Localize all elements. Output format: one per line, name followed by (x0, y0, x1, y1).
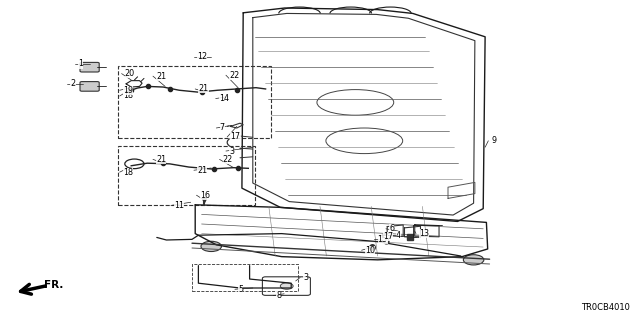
Text: 10: 10 (365, 246, 375, 255)
Bar (192, 264, 298, 291)
Text: 7: 7 (220, 124, 225, 132)
Circle shape (280, 283, 293, 289)
Text: 15: 15 (378, 235, 388, 244)
Text: 9: 9 (492, 136, 497, 145)
Circle shape (201, 241, 221, 252)
Bar (118, 66, 271, 138)
Text: 18: 18 (123, 92, 133, 100)
Text: 21: 21 (198, 84, 209, 93)
Text: 18: 18 (123, 168, 133, 177)
Text: 21: 21 (156, 72, 166, 81)
Text: 17: 17 (383, 232, 393, 241)
Text: 16: 16 (200, 191, 210, 200)
FancyBboxPatch shape (80, 82, 99, 91)
Text: 3: 3 (303, 273, 308, 282)
Text: 5: 5 (238, 285, 243, 294)
Text: 1: 1 (78, 60, 83, 68)
FancyBboxPatch shape (80, 62, 99, 72)
Text: 4: 4 (396, 231, 401, 240)
Text: 13: 13 (419, 229, 429, 238)
Text: 22: 22 (229, 71, 239, 80)
Text: 21: 21 (197, 166, 207, 175)
Text: FR.: FR. (44, 280, 63, 290)
Text: 8: 8 (276, 291, 282, 300)
Bar (118, 146, 255, 205)
Text: 14: 14 (219, 94, 229, 103)
Text: 2: 2 (70, 79, 76, 88)
Text: 17: 17 (230, 132, 241, 141)
Circle shape (463, 255, 484, 265)
Text: 3: 3 (229, 147, 234, 156)
Text: 21: 21 (156, 155, 166, 164)
Text: 11: 11 (174, 201, 184, 210)
Text: 12: 12 (197, 52, 207, 61)
Text: 20: 20 (125, 69, 135, 78)
Text: TR0CB4010: TR0CB4010 (582, 303, 630, 312)
Text: 6: 6 (389, 224, 394, 233)
Text: 22: 22 (223, 155, 233, 164)
Text: 19: 19 (123, 86, 133, 95)
FancyBboxPatch shape (223, 92, 243, 100)
